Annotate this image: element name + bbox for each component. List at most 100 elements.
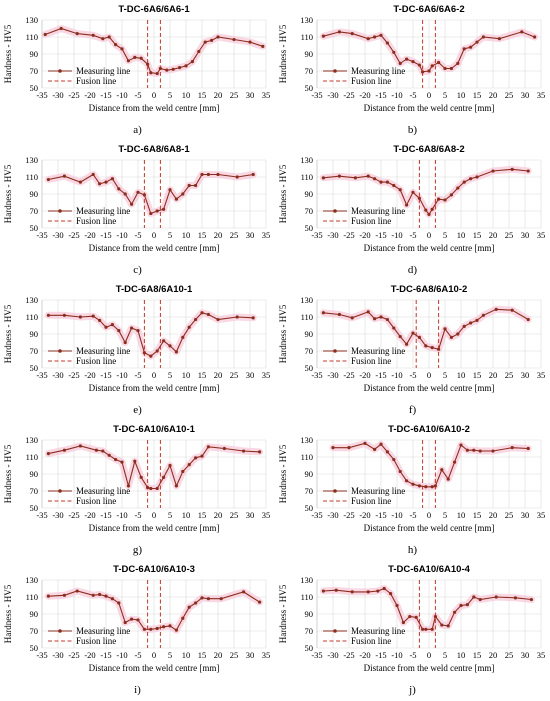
- data-point: [337, 312, 341, 317]
- data-point: [168, 344, 172, 348]
- x-tick-label: -35: [311, 230, 322, 240]
- data-point: [411, 60, 415, 64]
- x-tick-label: -10: [116, 510, 127, 520]
- data-point: [242, 590, 246, 594]
- x-tick-label: -5: [409, 230, 416, 240]
- x-tick-label: -10: [391, 90, 402, 100]
- data-point: [171, 67, 175, 71]
- data-point: [136, 190, 140, 194]
- data-point: [219, 597, 223, 601]
- data-point: [350, 590, 354, 594]
- legend-measuring-marker: [333, 629, 337, 633]
- x-tick-label: 5: [168, 90, 172, 100]
- panel-caption: e): [133, 404, 142, 416]
- data-point: [123, 620, 127, 625]
- data-point: [321, 34, 325, 38]
- hardness-chart: 50 70 90 110 130 -35 -30 -25 -20 -15 -10 -5 0 5 10 15 20…: [278, 424, 546, 533]
- data-point: [174, 628, 178, 632]
- data-point: [430, 346, 434, 350]
- data-point: [78, 315, 82, 319]
- data-point: [187, 183, 191, 188]
- data-point: [424, 627, 428, 631]
- data-point: [405, 57, 409, 61]
- y-tick-label: 50: [305, 643, 314, 653]
- data-point: [526, 317, 530, 322]
- x-tick-label: -25: [68, 510, 79, 520]
- data-point: [337, 30, 341, 34]
- data-point: [258, 450, 262, 454]
- data-point: [130, 617, 134, 621]
- chart-panel: 50 70 90 110 130 -35 -30 -25 -20 -15 -10 -5 0 5 10 15 20…: [0, 0, 275, 140]
- data-point: [222, 446, 226, 451]
- x-tick-label: -5: [409, 510, 416, 520]
- y-tick-label: 50: [30, 503, 39, 513]
- data-point: [149, 627, 153, 631]
- x-tick-label: -30: [52, 510, 63, 520]
- data-point: [443, 198, 447, 202]
- y-tick-label: 110: [301, 172, 313, 182]
- data-point: [203, 40, 207, 44]
- x-tick-label: 35: [262, 650, 271, 660]
- y-tick-label: 110: [26, 172, 38, 182]
- y-axis-label: Hardness - HV5: [278, 584, 288, 643]
- data-point: [149, 211, 153, 216]
- data-point: [398, 61, 402, 65]
- data-point: [168, 463, 172, 468]
- x-tick-label: 20: [214, 510, 223, 520]
- data-point: [379, 33, 383, 37]
- x-tick-label: 30: [246, 650, 255, 660]
- legend-measuring-label: Measuring line: [351, 626, 405, 636]
- x-tick-label: -20: [84, 230, 95, 240]
- x-tick-label: 30: [521, 510, 530, 520]
- data-point: [398, 469, 402, 474]
- y-tick-label: 130: [300, 575, 313, 585]
- x-tick-label: 25: [505, 90, 514, 100]
- data-point: [104, 180, 108, 184]
- data-point: [75, 31, 79, 36]
- x-tick-label: 35: [262, 230, 271, 240]
- x-tick-label: 35: [537, 510, 546, 520]
- hardness-chart: 50 70 90 110 130 -35 -30 -25 -20 -15 -10 -5 0 5 10 15 20…: [3, 4, 270, 113]
- legend-fusion-label: Fusion line: [76, 496, 116, 506]
- y-tick-label: 90: [30, 329, 39, 339]
- data-point: [98, 318, 102, 322]
- y-tick-label: 50: [305, 503, 314, 513]
- data-point: [392, 183, 396, 188]
- legend-measuring-label: Measuring line: [351, 206, 405, 216]
- data-point: [133, 459, 137, 463]
- data-point: [142, 627, 146, 631]
- data-point: [449, 66, 453, 71]
- data-point: [449, 335, 453, 339]
- chart-title: T-DC-6A10/6A10-4: [388, 564, 471, 575]
- data-point: [91, 172, 95, 177]
- x-axis-label: Distance from the weld centre [mm]: [89, 103, 220, 113]
- x-tick-label: -15: [375, 650, 386, 660]
- data-point: [469, 177, 473, 181]
- legend-measuring-label: Measuring line: [76, 486, 130, 496]
- x-tick-label: -10: [116, 650, 127, 660]
- x-tick-label: 15: [473, 510, 482, 520]
- x-tick-label: 10: [457, 510, 466, 520]
- y-tick-label: 130: [25, 15, 38, 25]
- chart-panel: 50 70 90 110 130 -35 -30 -25 -20 -15 -10 -5 0 5 10 15 20…: [0, 280, 275, 420]
- data-point: [146, 486, 150, 490]
- y-tick-label: 130: [25, 435, 38, 445]
- data-point: [440, 468, 444, 472]
- data-point: [194, 317, 198, 322]
- x-tick-label: -20: [84, 370, 95, 380]
- data-point: [385, 180, 389, 184]
- x-tick-label: -20: [359, 510, 370, 520]
- y-tick-label: 50: [305, 83, 314, 93]
- data-point: [104, 325, 108, 329]
- x-tick-label: 5: [443, 90, 447, 100]
- data-point: [46, 594, 51, 598]
- data-point: [398, 188, 402, 192]
- x-tick-label: 0: [427, 230, 431, 240]
- chart-title: T-DC-6A10/6A10-1: [113, 424, 196, 435]
- data-point: [443, 327, 447, 331]
- data-point: [366, 174, 370, 178]
- y-tick-label: 130: [25, 155, 38, 165]
- data-point: [142, 351, 146, 355]
- data-point: [456, 186, 460, 190]
- data-point: [421, 627, 425, 631]
